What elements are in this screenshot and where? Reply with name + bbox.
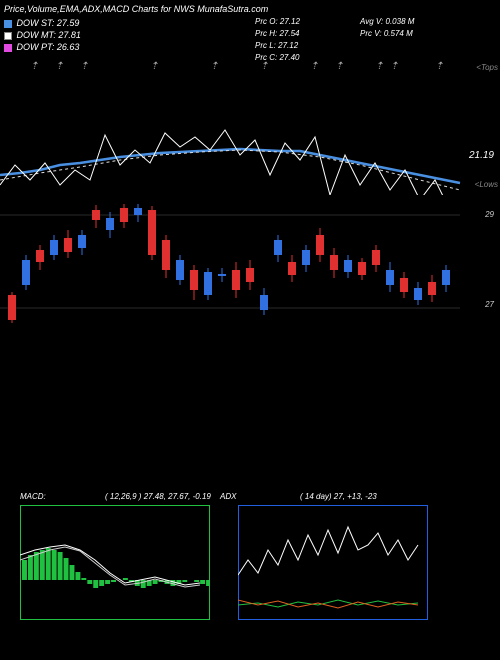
chart-title: Price,Volume,EMA,ADX,MACD Charts for NWS… [4,4,268,14]
end-price-label: 21.19 [469,150,494,161]
candle-panel: 29 27 [0,200,500,330]
legend-mt: DOW MT: 27.81 [4,30,81,40]
info-prcv: Prc V: 0.574 M [360,28,414,40]
svg-text:⇡: ⇡ [80,61,88,72]
macd-label: MACD: [20,492,46,501]
adx-params: ( 14 day) 27, +13, -23 [300,492,377,501]
adx-title: ADX [220,492,236,501]
legend-st-value: 27.59 [57,18,80,28]
svg-text:⇡: ⇡ [150,61,158,72]
swatch-pt [4,44,12,52]
info-l: Prc L: 27.12 [255,40,300,52]
adx-svg [238,505,428,620]
svg-text:⇡: ⇡ [375,61,383,72]
legend-st-label: DOW ST: [17,18,55,28]
svg-text:⇡: ⇡ [55,61,63,72]
legend-mt-value: 27.81 [58,30,81,40]
info-avgv: Avg V: 0.038 M [360,16,414,28]
svg-text:⇡: ⇡ [260,61,268,72]
macd-params: ( 12,26,9 ) 27.48, 27.67, -0.19 [105,492,211,501]
lows-label: <Lows [475,180,498,189]
macd-title: MACD: [20,492,46,501]
info-o: Prc O: 27.12 [255,16,300,28]
svg-text:⇡: ⇡ [390,61,398,72]
swatch-st [4,20,12,28]
svg-text:⇡: ⇡ [335,61,343,72]
legend-mt-label: DOW MT: [17,30,56,40]
legend-pt: DOW PT: 26.63 [4,42,79,52]
tops-label: <Tops [476,63,498,72]
legend-pt-value: 26.63 [57,42,80,52]
info-vol: Avg V: 0.038 M Prc V: 0.574 M [360,16,414,40]
svg-text:⇡: ⇡ [435,61,443,72]
legend-pt-label: DOW PT: [17,42,55,52]
macd-svg [20,505,210,620]
legend-st: DOW ST: 27.59 [4,18,79,28]
svg-text:⇡: ⇡ [310,61,318,72]
candle-svg [0,200,470,330]
swatch-mt [4,32,12,40]
price-ema-panel: ⇡ ⇡ ⇡ ⇡ ⇡ ⇡ ⇡ ⇡ ⇡ ⇡ ⇡ <Tops <Lows 21.19 [0,55,500,195]
candle-y-top: 29 [485,210,494,219]
price-ema-svg: ⇡ ⇡ ⇡ ⇡ ⇡ ⇡ ⇡ ⇡ ⇡ ⇡ ⇡ [0,55,470,195]
svg-text:⇡: ⇡ [30,61,38,72]
candle-y-bot: 27 [485,300,494,309]
info-h: Prc H: 27.54 [255,28,300,40]
svg-text:⇡: ⇡ [210,61,218,72]
